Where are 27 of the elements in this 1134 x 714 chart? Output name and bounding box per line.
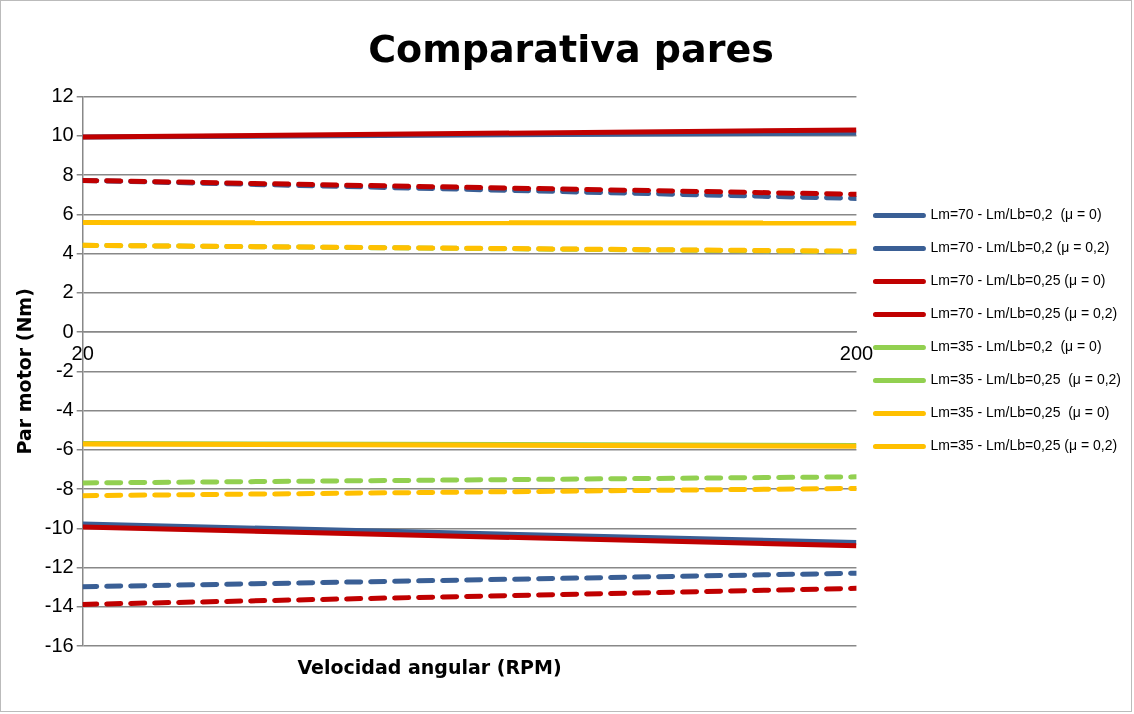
x-tick-label: 20 (71, 341, 94, 364)
x-axis-title: Velocidad angular (RPM) (296, 656, 563, 678)
legend-label: Lm=70 - Lm/Lb=0,2 (μ = 0) (930, 206, 1102, 223)
y-tick-label: -8 (55, 476, 74, 499)
y-tick-label: -16 (44, 633, 74, 656)
y-tick-label: -10 (44, 515, 74, 538)
y-tick-label: -12 (44, 555, 74, 578)
y-tick-label: -14 (44, 594, 74, 617)
legend-label: Lm=70 - Lm/Lb=0,25 (μ = 0,2) (930, 305, 1118, 322)
legend-label: Lm=70 - Lm/Lb=0,25 (μ = 0) (930, 272, 1106, 289)
x-tick-label: 200 (839, 341, 874, 364)
chart-title: Comparativa pares (368, 26, 774, 71)
y-tick-label: 2 (62, 280, 74, 303)
y-tick-label: 10 (51, 123, 74, 146)
y-tick-label: 8 (62, 162, 74, 185)
legend-label: Lm=35 - Lm/Lb=0,25 (μ = 0,2) (930, 371, 1121, 388)
legend-label: Lm=35 - Lm/Lb=0,2 (μ = 0) (930, 338, 1102, 355)
y-tick-label: -4 (55, 398, 74, 421)
legend-label: Lm=35 - Lm/Lb=0,25 (μ = 0) (930, 404, 1110, 421)
y-axis-title: Par motor (Nm) (13, 288, 36, 455)
y-tick-label: 0 (62, 319, 74, 342)
y-tick-label: 12 (51, 84, 74, 107)
y-tick-label: 4 (62, 241, 74, 264)
y-tick-label: -6 (55, 437, 74, 460)
legend-label: Lm=35 - Lm/Lb=0,25 (μ = 0,2) (930, 437, 1118, 454)
legend-label: Lm=70 - Lm/Lb=0,2 (μ = 0,2) (930, 239, 1110, 256)
y-tick-label: 6 (62, 201, 74, 224)
